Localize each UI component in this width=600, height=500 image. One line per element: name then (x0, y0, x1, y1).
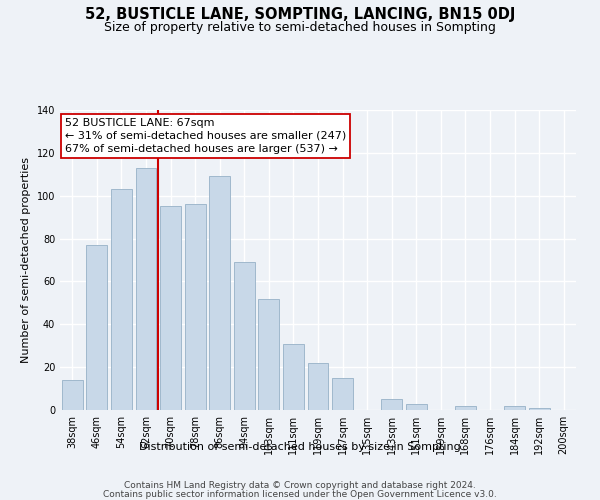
Text: Distribution of semi-detached houses by size in Sompting: Distribution of semi-detached houses by … (139, 442, 461, 452)
Text: Contains public sector information licensed under the Open Government Licence v3: Contains public sector information licen… (103, 490, 497, 499)
Text: 52, BUSTICLE LANE, SOMPTING, LANCING, BN15 0DJ: 52, BUSTICLE LANE, SOMPTING, LANCING, BN… (85, 8, 515, 22)
Bar (529, 408, 550, 410)
Bar (136, 168, 157, 410)
Bar (283, 344, 304, 410)
Bar (62, 380, 83, 410)
Bar (332, 378, 353, 410)
Y-axis label: Number of semi-detached properties: Number of semi-detached properties (21, 157, 31, 363)
Text: Size of property relative to semi-detached houses in Sompting: Size of property relative to semi-detach… (104, 21, 496, 34)
Bar (111, 190, 132, 410)
Bar (381, 400, 402, 410)
Bar (455, 406, 476, 410)
Bar (406, 404, 427, 410)
Bar (259, 298, 280, 410)
Bar (308, 363, 328, 410)
Bar (160, 206, 181, 410)
Bar (86, 245, 107, 410)
Text: 52 BUSTICLE LANE: 67sqm
← 31% of semi-detached houses are smaller (247)
67% of s: 52 BUSTICLE LANE: 67sqm ← 31% of semi-de… (65, 118, 346, 154)
Text: Contains HM Land Registry data © Crown copyright and database right 2024.: Contains HM Land Registry data © Crown c… (124, 481, 476, 490)
Bar (504, 406, 525, 410)
Bar (234, 262, 255, 410)
Bar (185, 204, 206, 410)
Bar (209, 176, 230, 410)
